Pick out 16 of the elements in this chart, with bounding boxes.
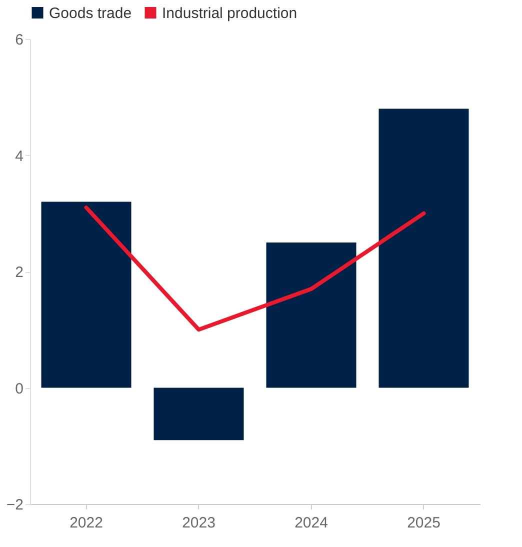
legend-label: Goods trade xyxy=(49,4,132,22)
bar xyxy=(41,202,132,388)
bar xyxy=(154,388,244,440)
y-tick-label: −2 xyxy=(6,496,24,514)
line-series xyxy=(84,206,426,332)
legend-label: Industrial production xyxy=(162,4,298,22)
x-tick-label: 2023 xyxy=(182,514,216,532)
x-tick-label: 2025 xyxy=(407,514,440,532)
y-tick-label: 4 xyxy=(15,148,24,165)
x-tick-label: 2022 xyxy=(70,514,103,532)
x-tick-label: 2024 xyxy=(294,514,328,532)
y-tick-label: 6 xyxy=(15,32,24,48)
bar xyxy=(266,242,356,388)
y-tick-label: 2 xyxy=(15,264,24,281)
y-tick-label: 0 xyxy=(15,380,24,398)
bar xyxy=(378,108,469,388)
